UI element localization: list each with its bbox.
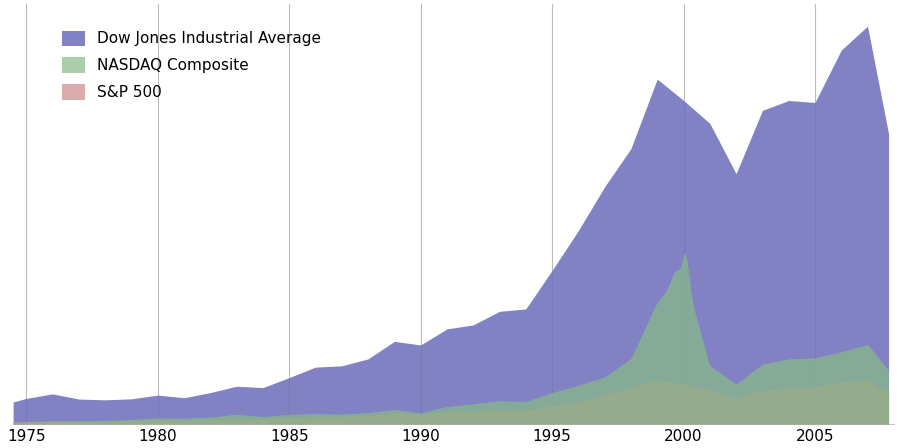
Legend: Dow Jones Industrial Average, NASDAQ Composite, S&P 500: Dow Jones Industrial Average, NASDAQ Com…	[56, 24, 328, 106]
